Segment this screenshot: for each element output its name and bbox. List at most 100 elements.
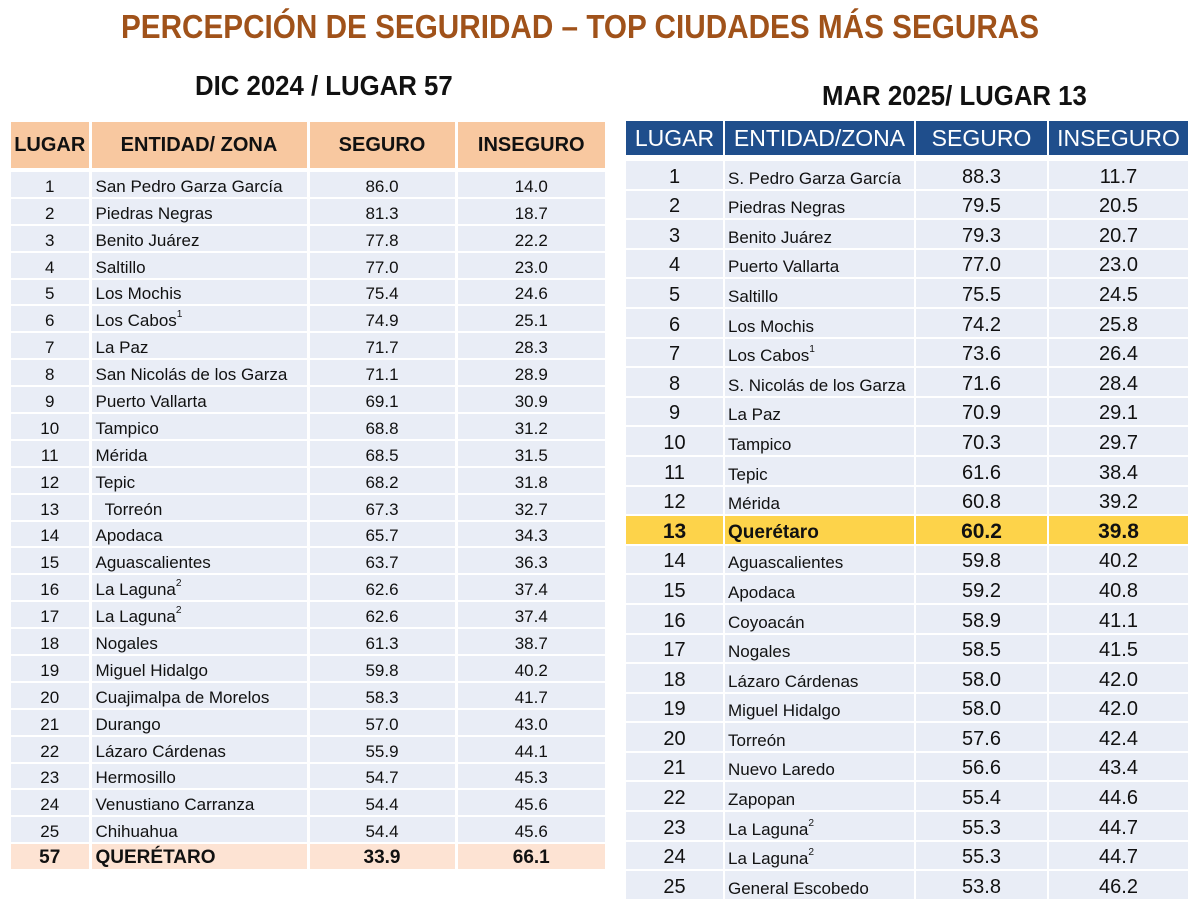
seguro-cell: 65.7 xyxy=(308,520,458,549)
seguro-cell: 62.6 xyxy=(308,574,458,603)
seguro-cell: 53.8 xyxy=(915,870,1049,901)
table-row: 11 Tepic 61.6 38.4 xyxy=(626,455,1188,487)
seguro-cell: 74.2 xyxy=(915,307,1049,339)
table-row: 25 General Escobedo 53.8 46.2 xyxy=(626,870,1188,901)
mar-2025-ranking-table: LUGAR ENTIDAD/ZONA SEGURO INSEGURO 1 S. P… xyxy=(626,121,1188,901)
zone-name: San Pedro Garza García xyxy=(95,176,283,196)
rank-cell: 10 xyxy=(626,426,725,457)
table-body: 1 S. Pedro Garza García 88.3 11.7 2 Piedras N… xyxy=(626,155,1188,901)
right-table-title: MAR 2025/ LUGAR 13 xyxy=(822,80,1087,111)
zone-cell: Los Mochis xyxy=(90,278,310,307)
zone-name: Mérida xyxy=(95,445,148,465)
table-row: 10 Tampico 68.8 31.2 xyxy=(11,413,605,441)
rank-cell: 6 xyxy=(11,305,92,334)
rank-cell: 24 xyxy=(626,840,725,872)
zone-cell: Lázaro Cárdenas xyxy=(90,735,310,764)
rank-cell: 15 xyxy=(626,574,725,605)
table-row: 23 La Laguna2 55.3 44.7 xyxy=(626,811,1188,842)
rank-cell: 17 xyxy=(11,601,92,630)
zone-name: La Laguna xyxy=(95,580,176,600)
rank-cell: 23 xyxy=(11,762,92,791)
table-header-row: LUGAR ENTIDAD/ ZONA SEGURO INSEGURO xyxy=(11,122,605,168)
seguro-cell: 61.3 xyxy=(308,628,458,657)
zone-name: Tampico xyxy=(95,418,159,438)
seguro-cell: 75.5 xyxy=(915,278,1049,309)
zone-cell: Nuevo Laredo xyxy=(724,751,916,783)
rank-cell: 14 xyxy=(626,544,725,576)
seguro-cell: 63.7 xyxy=(308,547,458,576)
seguro-cell: 57.0 xyxy=(308,708,458,737)
seguro-cell: 86.0 xyxy=(308,172,458,199)
footnote-marker: 2 xyxy=(808,847,815,859)
seguro-cell: 77.8 xyxy=(308,224,458,253)
inseguro-cell: 11.7 xyxy=(1048,161,1188,191)
zone-name: S. Nicolás de los Garza xyxy=(728,375,906,395)
inseguro-cell: 46.2 xyxy=(1048,870,1188,901)
inseguro-cell: 45.6 xyxy=(456,789,605,818)
table-row: 6 Los Mochis 74.2 25.8 xyxy=(626,307,1188,339)
table-row: 21 Nuevo Laredo 56.6 43.4 xyxy=(626,751,1188,783)
inseguro-cell: 44.7 xyxy=(1048,840,1188,872)
zone-name: Benito Juárez xyxy=(95,230,200,250)
rank-cell: 23 xyxy=(626,811,725,842)
zone-name: Los Mochis xyxy=(95,284,182,304)
zone-name: Piedras Negras xyxy=(95,203,213,223)
zone-cell: Nogales xyxy=(724,633,916,665)
zone-name: Cuajimalpa de Morelos xyxy=(95,687,270,707)
rank-cell: 20 xyxy=(11,681,92,710)
seguro-cell: 88.3 xyxy=(915,161,1049,191)
seguro-cell: 62.6 xyxy=(308,601,458,630)
header-seguro: SEGURO xyxy=(308,122,458,168)
seguro-cell: 74.9 xyxy=(308,305,458,334)
rank-cell: 7 xyxy=(11,332,92,361)
inseguro-cell: 25.8 xyxy=(1048,307,1188,339)
seguro-cell: 57.6 xyxy=(915,722,1049,753)
seguro-cell: 69.1 xyxy=(308,386,458,415)
zone-name: La Paz xyxy=(728,405,781,425)
rank-cell: 5 xyxy=(11,278,92,307)
inseguro-cell: 42.4 xyxy=(1048,722,1188,753)
rank-cell: 18 xyxy=(626,663,725,694)
zone-name: Durango xyxy=(95,714,161,734)
zone-cell: San Pedro Garza García xyxy=(90,172,310,199)
zone-cell: General Escobedo xyxy=(724,870,916,901)
inseguro-cell: 38.4 xyxy=(1048,455,1188,487)
inseguro-cell: 37.4 xyxy=(456,601,605,630)
inseguro-cell: 20.7 xyxy=(1048,219,1188,250)
rank-cell: 3 xyxy=(626,219,725,250)
seguro-cell: 56.6 xyxy=(915,751,1049,783)
zone-name: Zapopan xyxy=(728,790,796,810)
table-row: 18 Nogales 61.3 38.7 xyxy=(11,628,605,657)
seguro-cell: 33.9 xyxy=(308,843,458,872)
zone-cell: Los Cabos1 xyxy=(90,305,310,334)
table-row: 16 Coyoacán 58.9 41.1 xyxy=(626,603,1188,635)
seguro-cell: 54.7 xyxy=(308,762,458,791)
inseguro-cell: 28.9 xyxy=(456,359,605,388)
inseguro-cell: 44.1 xyxy=(456,735,605,764)
inseguro-cell: 34.3 xyxy=(456,520,605,549)
rank-cell: 1 xyxy=(626,161,725,191)
inseguro-cell: 25.1 xyxy=(456,305,605,334)
zone-name: Nuevo Laredo xyxy=(728,760,835,780)
inseguro-cell: 20.5 xyxy=(1048,189,1188,221)
rank-cell: 21 xyxy=(11,708,92,737)
inseguro-cell: 31.2 xyxy=(456,413,605,441)
zone-name: Benito Juárez xyxy=(728,227,832,247)
rank-cell: 6 xyxy=(626,307,725,339)
table-row: 8 San Nicolás de los Garza 71.1 28.9 xyxy=(11,359,605,388)
zone-cell: Torreón xyxy=(724,722,916,753)
table-row: 2 Piedras Negras 79.5 20.5 xyxy=(626,189,1188,221)
table-row: 3 Benito Juárez 77.8 22.2 xyxy=(11,224,605,253)
table-row: 5 Saltillo 75.5 24.5 xyxy=(626,278,1188,309)
seguro-cell: 55.3 xyxy=(915,811,1049,842)
header-inseguro: INSEGURO xyxy=(456,122,605,168)
zone-name: Lázaro Cárdenas xyxy=(728,671,859,691)
seguro-cell: 77.0 xyxy=(308,251,458,280)
rank-cell: 18 xyxy=(11,628,92,657)
zone-cell: Apodaca xyxy=(90,520,310,549)
zone-cell: La Paz xyxy=(724,396,916,428)
seguro-cell: 71.1 xyxy=(308,359,458,388)
zone-cell: Chihuahua xyxy=(90,816,310,845)
rank-cell: 19 xyxy=(11,655,92,683)
zone-cell: Los Cabos1 xyxy=(724,337,916,369)
